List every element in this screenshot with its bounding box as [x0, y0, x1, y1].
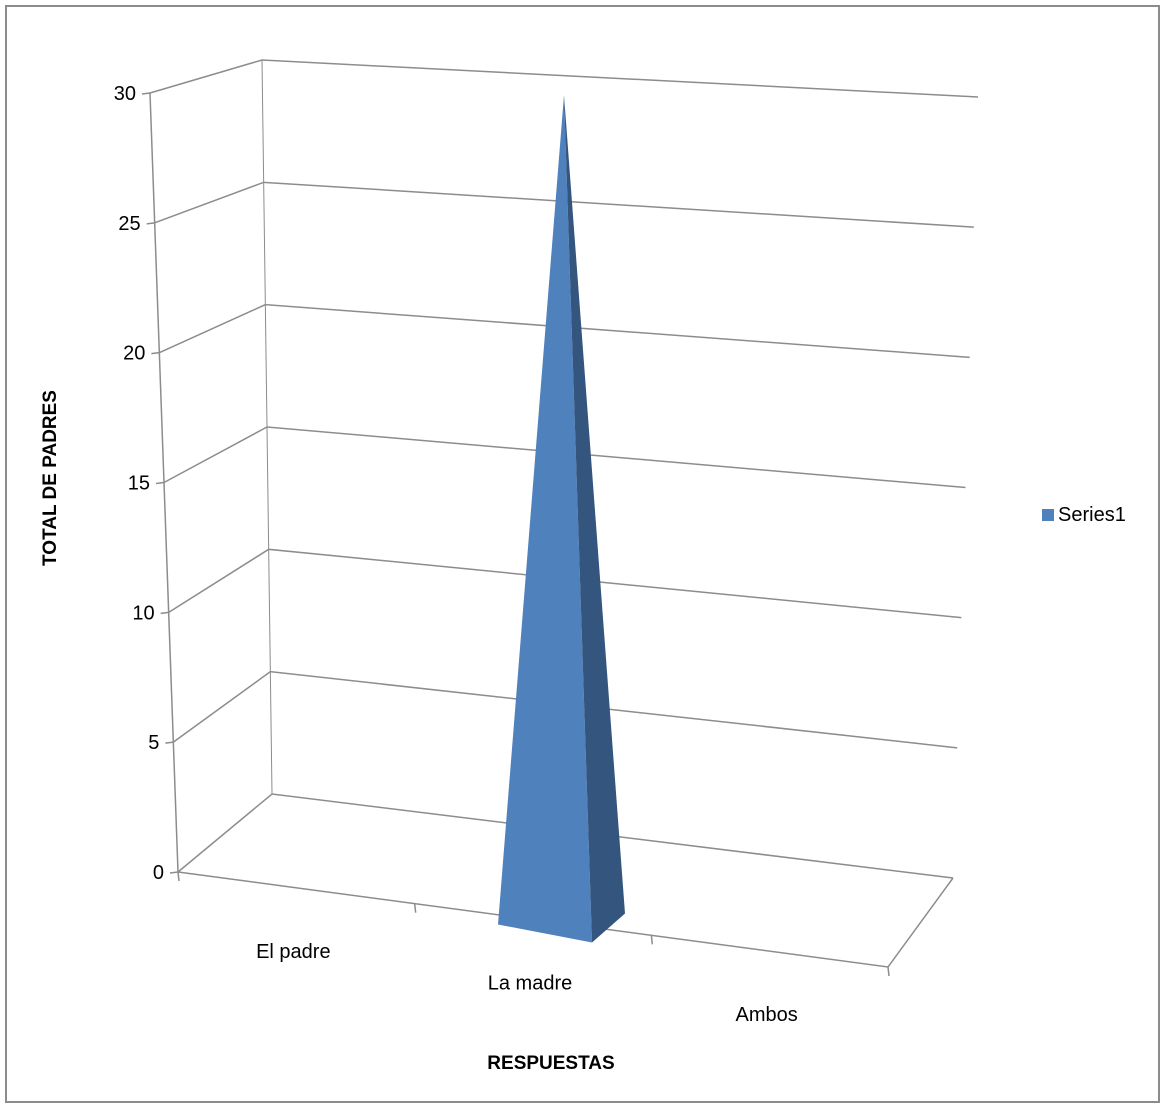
- x-tick-label: La madre: [488, 973, 573, 995]
- x-tick-mark: [887, 966, 890, 977]
- x-tick-label: El padre: [256, 941, 331, 963]
- y-tick-label: 10: [132, 602, 154, 624]
- legend-label-series1: Series1: [1058, 504, 1126, 526]
- back-left-edge: [261, 59, 273, 795]
- y-tick-mark: [141, 92, 151, 95]
- x-tick-mark: [413, 903, 417, 913]
- x-tick-label: Ambos: [736, 1004, 798, 1026]
- y-axis-title: TOTAL DE PADRES: [40, 390, 61, 566]
- y-tick-label: 5: [148, 732, 159, 754]
- y-axis-ticks: 0 5 10 15 20 25 30: [114, 83, 179, 884]
- x-axis-ticks: El padre La madre Ambos: [177, 871, 890, 1026]
- x-tick-mark: [177, 871, 180, 882]
- y-tick-label: 0: [153, 862, 164, 884]
- y-tick-mark: [160, 611, 169, 615]
- x-tick-mark: [650, 935, 654, 945]
- bar-front-face: [498, 95, 592, 943]
- y-tick-mark: [155, 481, 165, 485]
- gridline: [149, 59, 979, 98]
- legend: Series1: [1042, 504, 1126, 526]
- legend-swatch-series1: [1042, 509, 1054, 521]
- y-tick-mark: [151, 351, 160, 355]
- bar-side-face: [564, 95, 625, 943]
- y-tick-label: 30: [114, 83, 136, 105]
- y-tick-mark: [165, 741, 174, 744]
- y-tick-label: 25: [118, 213, 140, 235]
- x-axis-title: RESPUESTAS: [487, 1053, 614, 1074]
- bars: [498, 95, 625, 943]
- y-tick-label: 15: [128, 473, 150, 495]
- y-tick-mark: [169, 871, 179, 874]
- y-tick-label: 20: [123, 343, 145, 365]
- y-tick-mark: [146, 222, 155, 225]
